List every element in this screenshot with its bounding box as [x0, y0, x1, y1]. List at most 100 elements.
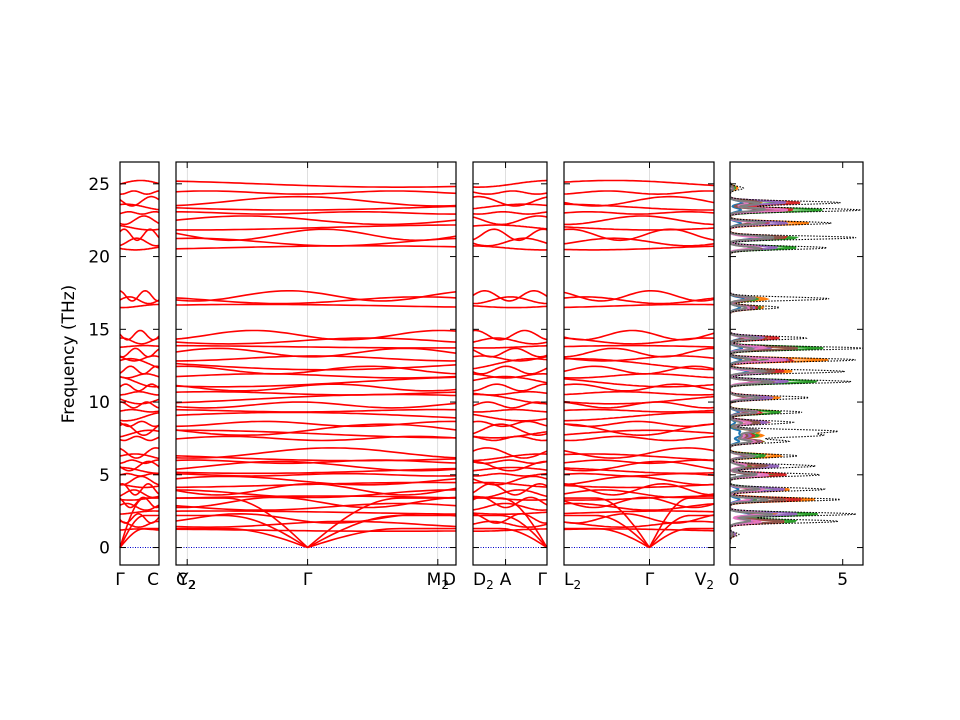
band-line [119, 373, 160, 379]
acoustic-branch [307, 514, 456, 549]
band-line [120, 401, 160, 409]
acoustic-branch [307, 527, 456, 549]
band-line [563, 365, 715, 375]
acoustic-branch [307, 497, 456, 549]
acoustic-branch [176, 497, 309, 549]
band-line [175, 423, 457, 436]
band-line [472, 190, 548, 195]
acoustic-branch [564, 514, 651, 549]
acoustic-branch [473, 527, 548, 549]
band-line [472, 472, 548, 477]
band-line [175, 296, 457, 305]
band-line [564, 215, 715, 226]
band-line [472, 502, 548, 512]
band-line [119, 224, 160, 231]
band-line [563, 237, 715, 247]
band-line [119, 329, 160, 341]
band-line [119, 228, 160, 242]
band-line [119, 246, 160, 251]
band-line [472, 431, 548, 439]
y-tick-label: 20 [88, 248, 110, 268]
band-line [563, 420, 715, 428]
k-point-label: Γ [115, 570, 125, 590]
band-line [563, 195, 715, 207]
band-line [472, 453, 547, 462]
band-line [175, 373, 457, 379]
band-line [119, 483, 160, 489]
band-line [175, 195, 457, 207]
band-line [472, 373, 548, 379]
acoustic-branch [119, 527, 159, 549]
acoustic-branch [176, 527, 308, 549]
band-line [472, 482, 548, 496]
acoustic-branch [648, 497, 714, 548]
k-point-label: Γ [303, 570, 313, 590]
k-point-label: D2 [473, 570, 494, 592]
band-line [119, 355, 160, 362]
k-point-label: Γ [645, 570, 655, 590]
band-line [119, 347, 160, 358]
band-line [563, 373, 715, 379]
band-line [176, 303, 457, 308]
total-dos-curve [730, 180, 863, 545]
band-line [563, 290, 715, 302]
band-line [175, 447, 457, 459]
band-line [472, 211, 548, 215]
y-axis-label: Frequency (THz) [59, 285, 79, 424]
band-line [472, 420, 548, 428]
band-line [119, 513, 160, 524]
y-tick-label: 15 [88, 320, 110, 340]
band-line [563, 395, 715, 405]
band-line [564, 357, 715, 371]
band-line [563, 459, 715, 465]
band-line [563, 355, 715, 362]
band-line [564, 435, 715, 442]
band-line [472, 390, 548, 396]
band-line [563, 429, 715, 436]
band-line [472, 459, 548, 465]
panel-frame [175, 161, 457, 566]
band-line [120, 466, 159, 475]
band-line [119, 344, 160, 349]
band-line [176, 429, 456, 439]
k-point-label: Γ [538, 570, 548, 590]
band-line [563, 190, 715, 196]
band-line [175, 482, 457, 496]
band-line [175, 510, 457, 515]
band-line [175, 489, 456, 499]
band-line [175, 408, 456, 413]
band-line [119, 179, 160, 185]
band-line [563, 475, 715, 486]
band-line [119, 408, 160, 413]
band-line [176, 211, 456, 215]
band-line [472, 447, 548, 459]
band-line [564, 411, 715, 422]
band-line [563, 483, 715, 489]
band-line [119, 365, 160, 375]
band-line [175, 215, 457, 226]
band-line [563, 303, 715, 309]
band-line [175, 528, 456, 532]
band-line [119, 289, 160, 302]
acoustic-branch [119, 514, 159, 548]
band-line [563, 482, 715, 496]
band-line [119, 383, 160, 392]
panel-frame [563, 161, 715, 566]
band-line [175, 365, 457, 375]
band-line [175, 411, 457, 419]
band-line [175, 190, 457, 195]
band-line [119, 203, 160, 211]
band-line [175, 496, 457, 509]
band-line [175, 337, 457, 345]
band-line [119, 211, 160, 215]
band-line [563, 344, 715, 348]
band-line [563, 211, 715, 215]
panel-c2-m2 [175, 162, 457, 565]
acoustic-branch [564, 497, 651, 548]
band-line [119, 420, 160, 428]
band-line [175, 475, 457, 486]
band-line [175, 329, 457, 341]
band-line [119, 460, 160, 472]
y-tick-label: 10 [88, 393, 110, 413]
band-line [563, 347, 714, 358]
